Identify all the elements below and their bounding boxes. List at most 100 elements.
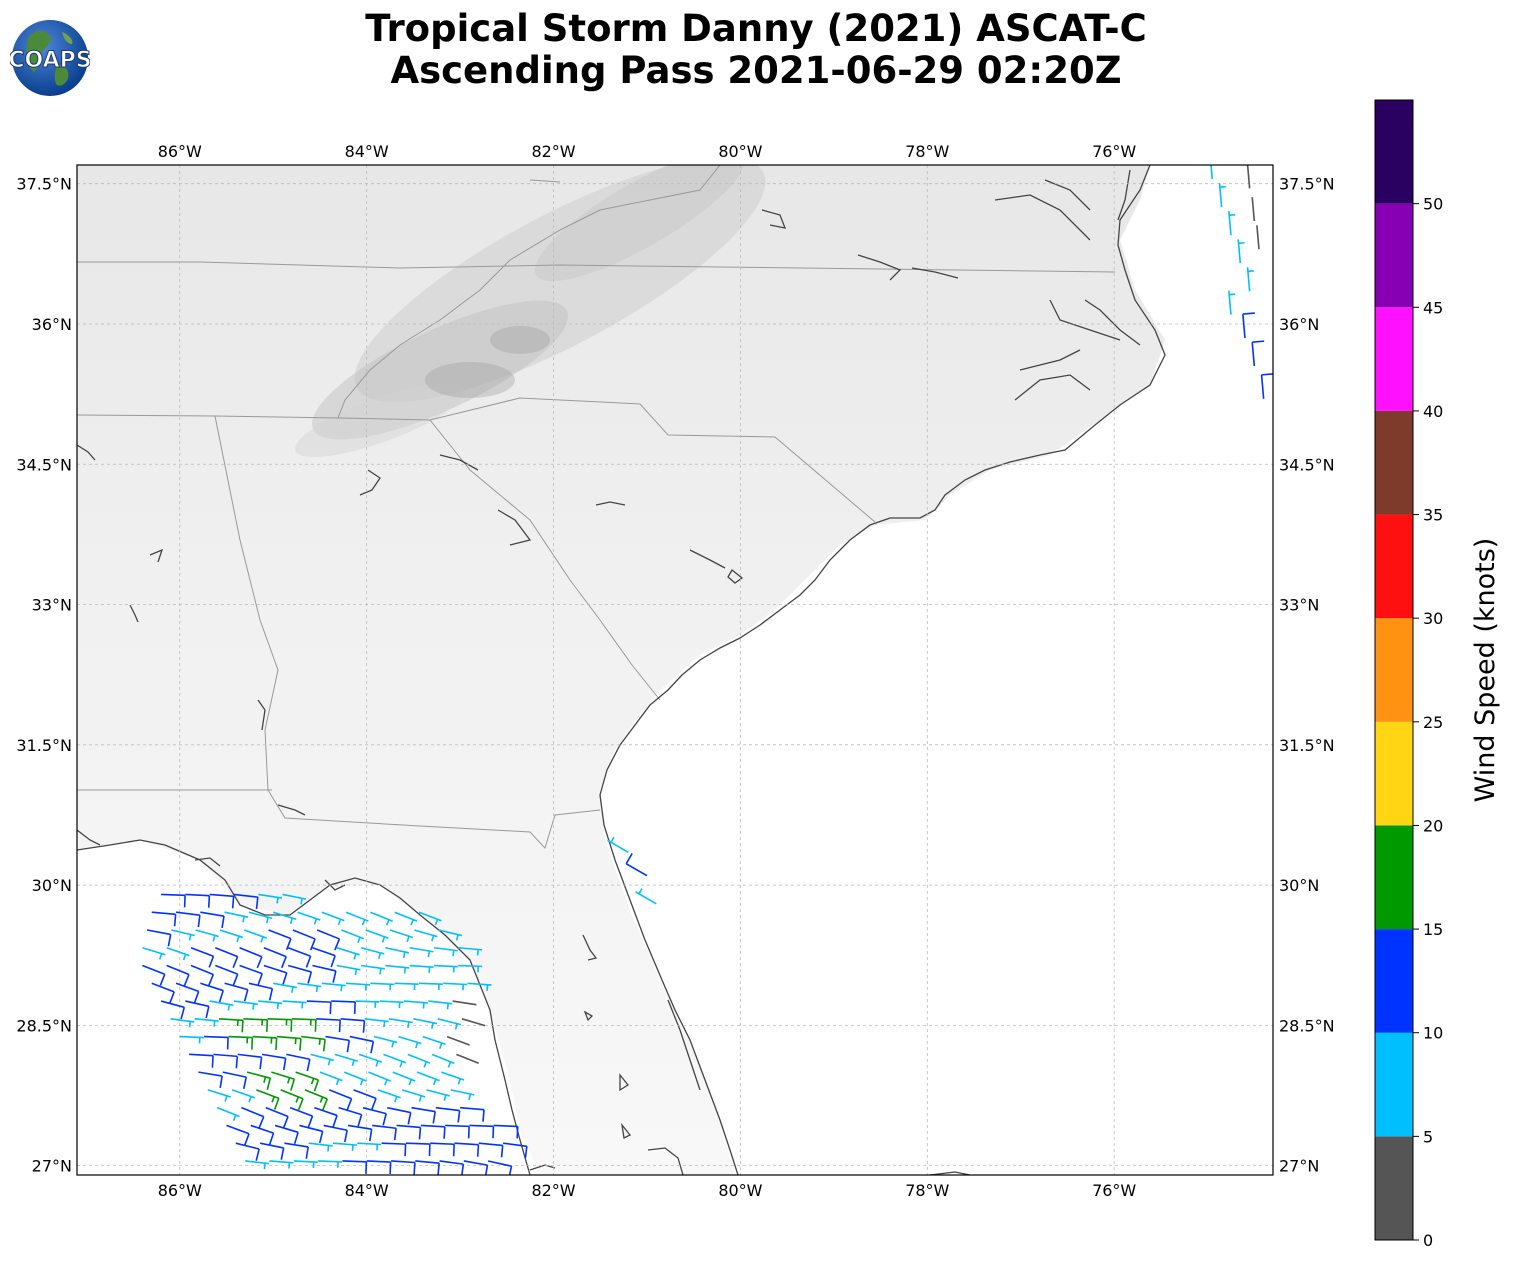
map-frame bbox=[76, 164, 1274, 1176]
wind-barb bbox=[332, 1142, 358, 1151]
wind-barb bbox=[289, 1106, 314, 1128]
wind-barb bbox=[1228, 211, 1236, 236]
wind-barb bbox=[413, 1018, 438, 1029]
colorbar-bin-10 bbox=[1375, 100, 1413, 204]
wind-barb bbox=[304, 1089, 328, 1111]
wind-barb bbox=[231, 1089, 256, 1103]
wind-barb bbox=[287, 947, 312, 968]
wind-barb bbox=[439, 1160, 465, 1175]
lat-tick-right-7: 27°N bbox=[1279, 1157, 1319, 1176]
wind-barb bbox=[502, 1142, 528, 1159]
wind-barb bbox=[297, 911, 321, 925]
wind-barb bbox=[387, 1106, 412, 1125]
wind-barb bbox=[1210, 165, 1214, 180]
wind-barb bbox=[190, 947, 215, 968]
wind-barb bbox=[1251, 340, 1265, 367]
wind-barb bbox=[245, 1160, 270, 1170]
wind-barb bbox=[142, 964, 166, 986]
wind-barb bbox=[433, 946, 458, 957]
wind-barb bbox=[385, 964, 410, 974]
wind-barb bbox=[214, 947, 239, 969]
wind-barb bbox=[458, 964, 483, 973]
lon-tick-bottom-5: 76°W bbox=[1092, 1181, 1136, 1200]
wind-barb bbox=[398, 1035, 422, 1049]
terrain-shading bbox=[295, 165, 766, 458]
colorbar-tick-8: 40 bbox=[1423, 402, 1443, 421]
wind-barb bbox=[228, 1035, 254, 1050]
lat-tick-right-1: 36°N bbox=[1279, 315, 1319, 334]
wind-barb bbox=[276, 1035, 302, 1051]
wind-barb bbox=[318, 1160, 343, 1168]
wind-barb bbox=[179, 1035, 204, 1044]
lat-tick-right-0: 37.5°N bbox=[1279, 175, 1335, 194]
wind-barb bbox=[433, 964, 458, 973]
wind-barb bbox=[325, 1035, 351, 1053]
wind-barb bbox=[263, 964, 288, 985]
wind-barb bbox=[365, 929, 389, 943]
wind-barb bbox=[233, 1000, 258, 1010]
wind-barb bbox=[282, 893, 307, 905]
lon-tick-top-5: 76°W bbox=[1092, 142, 1136, 161]
wind-barb bbox=[258, 893, 283, 904]
wind-barb bbox=[467, 982, 492, 991]
wind-barb bbox=[390, 1160, 416, 1175]
wind-barb bbox=[487, 1160, 513, 1175]
wind-barb bbox=[218, 1018, 244, 1033]
wind-barb bbox=[243, 1018, 269, 1032]
wind-barb bbox=[1260, 373, 1273, 399]
wind-barb bbox=[405, 1142, 431, 1157]
wind-barb bbox=[209, 893, 235, 909]
colorbar-tick-2: 10 bbox=[1423, 1024, 1443, 1043]
colorbar-bin-3 bbox=[1375, 825, 1413, 930]
wind-barb bbox=[323, 1124, 348, 1143]
wind-barb bbox=[200, 982, 224, 1003]
wind-barb bbox=[360, 964, 385, 975]
wind-barb bbox=[321, 911, 345, 926]
wind-barb bbox=[454, 1142, 480, 1157]
wind-barb bbox=[265, 1106, 289, 1128]
wind-barb bbox=[256, 1089, 280, 1110]
wind-barb bbox=[219, 929, 244, 943]
wind-barb bbox=[379, 1000, 404, 1009]
wind-barb bbox=[1246, 165, 1251, 189]
wind-barb bbox=[287, 964, 313, 984]
lat-tick-left-6: 28.5°N bbox=[16, 1016, 72, 1035]
wind-barb bbox=[366, 1160, 392, 1175]
wind-barb bbox=[358, 1053, 383, 1067]
state-borders bbox=[77, 165, 1116, 849]
wind-barb bbox=[452, 1000, 477, 1006]
wind-barb bbox=[478, 1142, 504, 1158]
wind-barb bbox=[422, 1035, 446, 1049]
wind-barb bbox=[370, 982, 395, 991]
lat-tick-left-4: 31.5°N bbox=[16, 736, 72, 755]
wind-barb bbox=[263, 947, 287, 969]
wind-barb bbox=[306, 1000, 332, 1015]
lon-tick-top-2: 82°W bbox=[531, 142, 575, 161]
wind-barb bbox=[239, 964, 263, 986]
colorbar-tick-10: 50 bbox=[1423, 195, 1443, 214]
wind-barb bbox=[171, 929, 195, 941]
wind-barb bbox=[389, 929, 414, 943]
wind-barb bbox=[383, 1053, 407, 1068]
lon-tick-top-4: 78°W bbox=[905, 142, 949, 161]
wind-barb bbox=[441, 1071, 465, 1085]
wind-barb bbox=[271, 1071, 296, 1091]
wind-barb bbox=[166, 964, 190, 986]
colorbar-label: Wind Speed (knots) bbox=[1470, 538, 1501, 803]
wind-barb bbox=[388, 1018, 413, 1028]
wind-barb bbox=[360, 946, 385, 959]
wind-barb bbox=[224, 982, 249, 1002]
wind-barb bbox=[161, 893, 186, 908]
wind-barb bbox=[338, 1106, 363, 1127]
wind-barb bbox=[416, 1071, 440, 1086]
wind-barb bbox=[1242, 312, 1255, 339]
wind-barb bbox=[343, 1071, 367, 1086]
wind-barb bbox=[362, 1106, 387, 1126]
wind-barb bbox=[420, 1124, 446, 1139]
wind-barb bbox=[248, 911, 273, 924]
wind-barb bbox=[385, 946, 409, 959]
colorbar-bin-2 bbox=[1375, 929, 1413, 1033]
wind-barb bbox=[445, 1124, 470, 1139]
lon-tick-bottom-4: 78°W bbox=[905, 1181, 949, 1200]
